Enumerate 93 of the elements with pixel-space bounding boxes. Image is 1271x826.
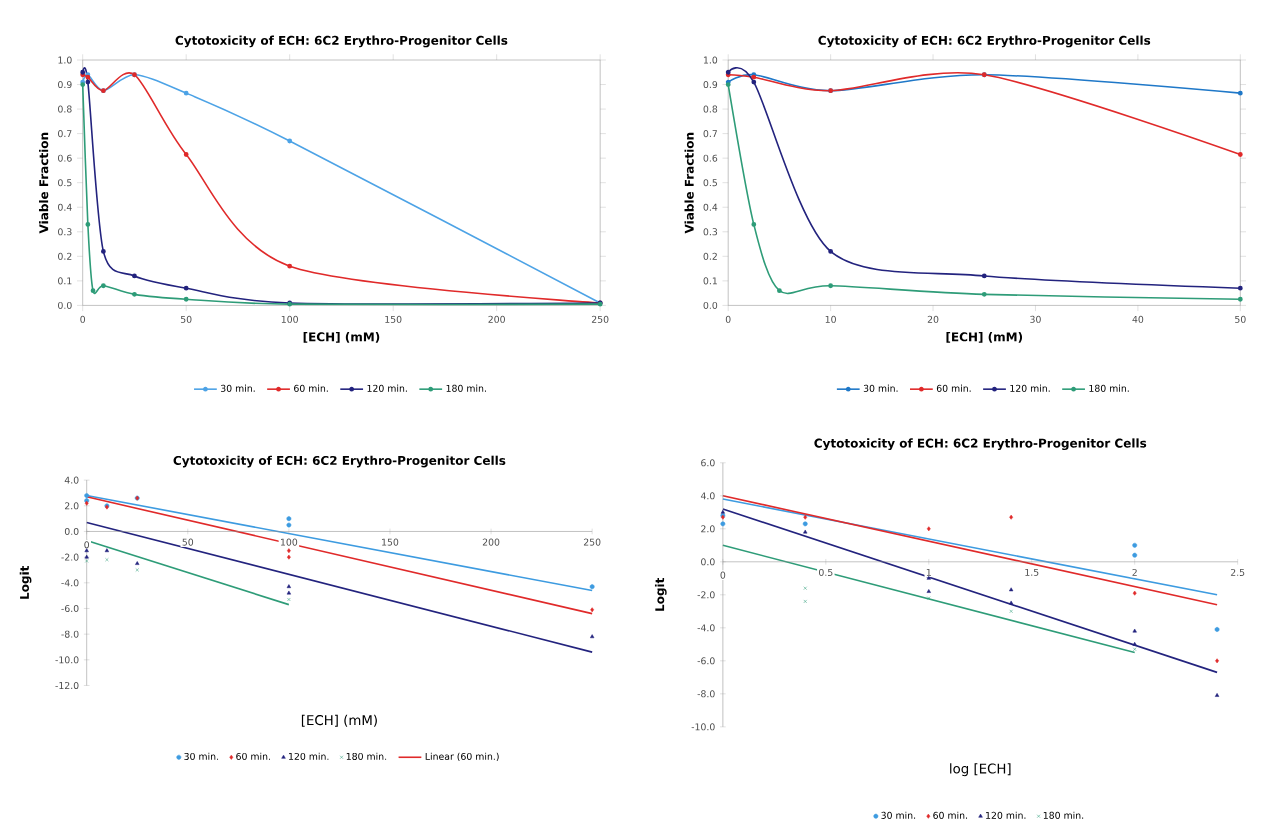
legend-label: 180 min. [346,752,387,760]
legend-label: 120 min. [986,811,1026,819]
x-tick-label: 0 [80,315,86,323]
y-tick-label: -2.0 [61,553,79,561]
y-tick-label: -10.0 [691,723,715,731]
y-tick-label: 4.0 [700,492,715,500]
y-tick-label: -8.0 [61,630,79,638]
y-tick-label: -10.0 [55,656,79,664]
x-tick-label: 50 [182,538,194,546]
y-tick-label: 0.3 [58,228,72,236]
x-tick-label: 250 [583,538,601,546]
y-tick-label: 0.4 [703,203,718,211]
legend-label: 180 min. [1043,811,1084,819]
legend-label: 30 min. [184,752,219,760]
legend-label: 180 min. [1089,384,1129,392]
x-tick-label: 100 [281,538,298,546]
y-tick-label: 0.0 [703,301,718,309]
x-axis-title: [ECH] (mM) [301,714,377,727]
y-tick-label: 1.0 [703,56,718,64]
legend-label: 30 min. [881,811,916,819]
y-tick-label: 0.9 [58,80,72,89]
x-tick-label: 200 [482,538,500,546]
y-tick-label: -8.0 [697,690,715,698]
x-tick-label: 0 [725,315,731,323]
legend-label: 30 min. [863,384,898,392]
y-tick-label: -4.0 [697,624,715,632]
y-tick-label: 0.7 [58,130,72,138]
chart-title: Cytotoxicity of ECH: 6C2 Erythro-Progenitor Cells [173,455,506,468]
x-tick-label: 250 [591,315,609,323]
y-tick-label: 0.1 [703,277,717,285]
y-tick-label: 0.1 [58,277,72,285]
y-tick-label: 0.6 [58,154,72,162]
y-tick-label: 4.0 [64,476,79,484]
x-tick-label: 50 [180,315,192,323]
x-tick-label: 1 [926,568,931,576]
legend-label: 180 min. [446,384,486,392]
x-tick-label: 50 [1235,315,1246,323]
x-tick-label: 150 [385,315,402,323]
y-tick-label: 2.0 [64,502,79,510]
x-tick-label: 2.5 [1230,568,1245,576]
y-tick-label: 2.0 [701,525,715,533]
legend-label: Linear (60 min.) [425,752,499,761]
y-tick-label: 0.2 [58,252,72,260]
legend-label: 120 min. [367,384,407,392]
y-tick-label: 0.5 [703,179,717,187]
x-tick-label: 100 [281,315,298,323]
y-axis-title: Logit [654,577,667,611]
legend-label: 60 min. [936,384,971,392]
chart-title: Cytotoxicity of ECH: 6C2 Erythro-Progenitor Cells [175,35,508,48]
legend-label: 30 min. [220,384,255,392]
y-tick-label: -12.0 [55,681,79,689]
y-tick-label: 0.8 [703,105,718,113]
x-axis-title: log [ECH] [950,763,1011,777]
y-tick-label: -4.0 [61,579,79,587]
y-tick-label: -6.0 [697,657,715,665]
x-tick-label: 200 [488,315,505,323]
legend-label: 60 min. [236,752,270,760]
y-tick-label: 0.7 [703,130,717,138]
x-tick-label: 30 [1030,315,1041,323]
y-tick-label: 0.3 [703,228,718,236]
y-tick-label: 0.9 [703,80,718,89]
y-tick-label: -2.0 [697,591,715,599]
y-tick-label: -6.0 [61,604,79,612]
x-tick-label: 2 [1132,568,1137,576]
y-tick-label: 0.6 [703,154,718,162]
legend-label: 120 min. [289,752,329,760]
x-tick-label: 20 [927,315,939,323]
y-tick-label: 0.0 [58,301,72,309]
chart-title: Cytotoxicity of ECH: 6C2 Erythro-Progenitor Cells [818,35,1151,48]
y-axis-title: Viable Fraction [39,132,49,234]
legend-label: 60 min. [933,811,968,819]
y-tick-label: 0.0 [64,527,79,535]
y-axis-title: Viable Fraction [684,132,694,234]
x-axis-title: [ECH] (mM) [946,331,1023,343]
x-tick-label: 0.5 [819,568,833,576]
x-tick-label: 40 [1132,315,1144,323]
y-tick-label: 0.0 [701,558,715,566]
y-tick-label: 1.0 [58,56,72,64]
y-tick-label: 0.4 [58,203,72,211]
y-axis-title: Logit [19,565,32,599]
legend-label: 60 min. [294,384,328,392]
x-tick-label: 150 [382,538,399,546]
legend-label: 120 min. [1010,384,1050,392]
y-tick-label: 0.5 [58,179,72,187]
x-axis-title: [ECH] (mM) [303,331,380,343]
x-tick-label: 10 [825,315,836,323]
x-tick-label: 0 [720,571,726,579]
y-tick-label: 6.0 [701,459,715,467]
y-tick-label: 0.8 [58,105,72,113]
x-tick-label: 0 [84,541,90,549]
x-tick-label: 1.5 [1025,568,1039,576]
chart-title: Cytotoxicity of ECH: 6C2 Erythro-Progenitor Cells [814,438,1147,451]
y-tick-label: 0.2 [703,252,717,260]
